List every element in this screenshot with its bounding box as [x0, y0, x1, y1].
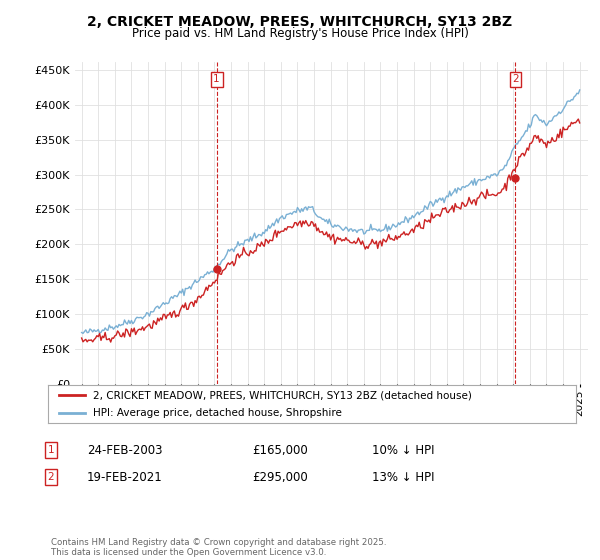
Text: Price paid vs. HM Land Registry's House Price Index (HPI): Price paid vs. HM Land Registry's House … — [131, 27, 469, 40]
Text: £295,000: £295,000 — [252, 470, 308, 484]
Text: 2, CRICKET MEADOW, PREES, WHITCHURCH, SY13 2BZ (detached house): 2, CRICKET MEADOW, PREES, WHITCHURCH, SY… — [93, 390, 472, 400]
Text: 1: 1 — [47, 445, 55, 455]
Text: 2, CRICKET MEADOW, PREES, WHITCHURCH, SY13 2BZ: 2, CRICKET MEADOW, PREES, WHITCHURCH, SY… — [88, 15, 512, 29]
Text: 10% ↓ HPI: 10% ↓ HPI — [372, 444, 434, 457]
Text: 13% ↓ HPI: 13% ↓ HPI — [372, 470, 434, 484]
Text: HPI: Average price, detached house, Shropshire: HPI: Average price, detached house, Shro… — [93, 408, 342, 418]
Text: 2: 2 — [512, 74, 519, 85]
Text: 19-FEB-2021: 19-FEB-2021 — [87, 470, 163, 484]
Text: £165,000: £165,000 — [252, 444, 308, 457]
Text: 2: 2 — [47, 472, 55, 482]
Text: 24-FEB-2003: 24-FEB-2003 — [87, 444, 163, 457]
Text: 1: 1 — [214, 74, 220, 85]
Text: Contains HM Land Registry data © Crown copyright and database right 2025.
This d: Contains HM Land Registry data © Crown c… — [51, 538, 386, 557]
